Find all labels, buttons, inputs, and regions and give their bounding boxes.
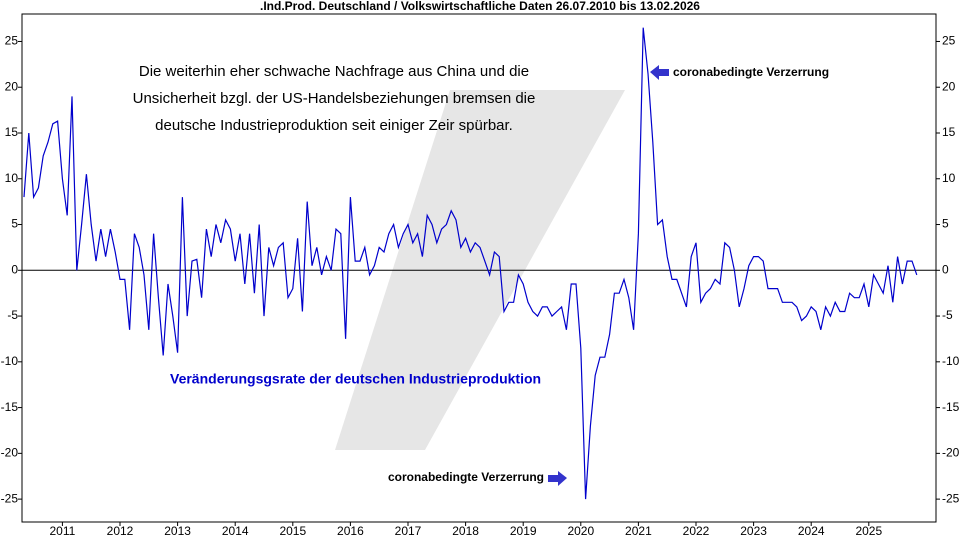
y-tick-label-right: 5 — [942, 217, 949, 231]
annotation: Unsicherheit bzgl. der US-Handelsbeziehu… — [133, 90, 536, 107]
y-tick-label-right: -20 — [942, 446, 960, 460]
x-tick-label: 2025 — [855, 524, 882, 538]
annotation: Die weiterhin eher schwache Nachfrage au… — [139, 63, 529, 80]
x-tick-label: 2023 — [740, 524, 767, 538]
y-tick-label-right: 10 — [942, 171, 956, 185]
x-tick-label: 2015 — [279, 524, 306, 538]
plot-frame — [21, 13, 937, 523]
y-tick-label: 10 — [5, 171, 19, 185]
x-tick-label: 2019 — [510, 524, 537, 538]
x-tick-label: 2024 — [798, 524, 825, 538]
chart-title: .Ind.Prod. Deutschland / Volkswirtschaft… — [260, 0, 700, 13]
x-tick-label: 2011 — [49, 524, 75, 538]
x-tick-label: 2018 — [452, 524, 479, 538]
x-tick-label: 2013 — [164, 524, 191, 538]
annotation: deutsche Industrieproduktion seit einige… — [155, 117, 513, 134]
y-tick-label: -5 — [7, 308, 18, 322]
annotation: coronabedingte Verzerrung — [673, 65, 829, 79]
y-tick-label: -15 — [1, 400, 19, 414]
y-tick-label: -25 — [1, 491, 19, 505]
y-tick-label-right: -10 — [942, 354, 960, 368]
y-tick-label: 5 — [11, 217, 18, 231]
annotation: coronabedingte Verzerrung — [388, 470, 544, 484]
x-tick-label: 2012 — [107, 524, 134, 538]
y-tick-label-right: 0 — [942, 262, 949, 276]
y-tick-label: 15 — [5, 125, 19, 139]
y-tick-label: -10 — [1, 354, 19, 368]
y-tick-label-right: 25 — [942, 34, 956, 48]
y-tick-label-right: -15 — [942, 400, 960, 414]
data-line — [23, 27, 918, 500]
x-tick-label: 2017 — [395, 524, 422, 538]
arrow — [548, 471, 567, 486]
y-tick-label-right: 20 — [942, 79, 956, 93]
y-tick-label: 20 — [5, 79, 19, 93]
x-tick-label: 2021 — [625, 524, 652, 538]
x-tick-label: 2022 — [683, 524, 710, 538]
y-tick-label: -20 — [1, 446, 19, 460]
arrow — [650, 65, 669, 80]
x-tick-label: 2014 — [222, 524, 249, 538]
y-tick-label: 25 — [5, 34, 19, 48]
y-tick-label-right: -25 — [942, 491, 960, 505]
y-tick-label-right: 15 — [942, 125, 956, 139]
x-tick-label: 2016 — [337, 524, 364, 538]
x-tick-label: 2020 — [567, 524, 594, 538]
legend-label: Veränderungsgsrate der deutschen Industr… — [170, 371, 541, 387]
y-tick-label-right: -5 — [942, 308, 953, 322]
y-tick-label: 0 — [11, 262, 18, 276]
